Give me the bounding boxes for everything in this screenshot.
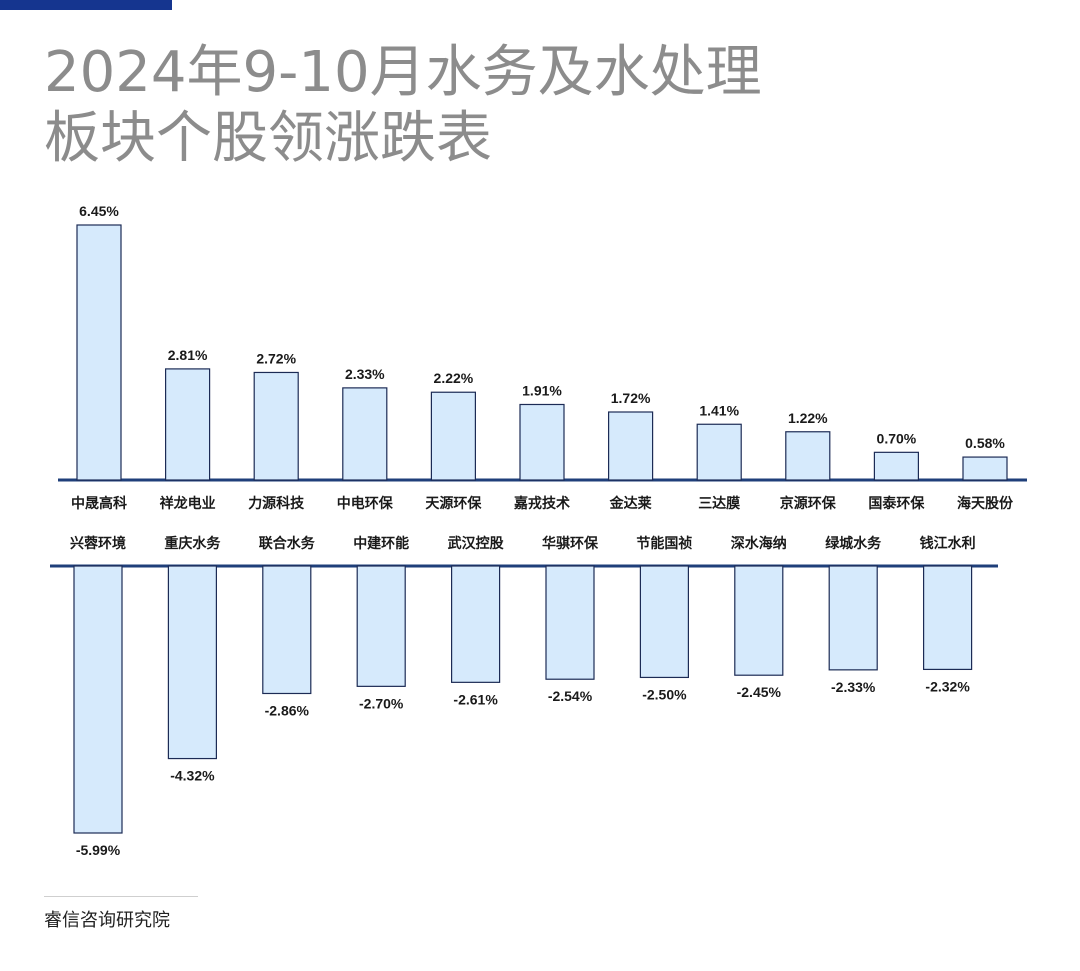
gainer-value-label: 2.72% <box>256 350 296 366</box>
loser-category-label: 深水海纳 <box>731 535 787 552</box>
loser-value-label: -4.32% <box>170 768 215 784</box>
loser-bar <box>828 565 878 671</box>
gainer-category-label: 天源环保 <box>425 495 482 512</box>
loser-bar <box>734 565 784 676</box>
gainer-bar <box>607 411 654 481</box>
gainer-value-label: 1.41% <box>699 402 739 418</box>
loser-bar <box>73 565 123 834</box>
loser-category-label: 节能国祯 <box>636 535 692 552</box>
gainer-value-label: 0.70% <box>877 430 917 446</box>
gainer-bar <box>430 391 476 481</box>
loser-category-label: 中建环能 <box>353 535 409 552</box>
loser-bar <box>545 565 595 680</box>
gainer-value-label: 2.81% <box>168 347 208 363</box>
gainer-category-label: 海天股份 <box>957 495 1014 512</box>
loser-bar <box>922 565 973 671</box>
gainer-bar <box>253 371 299 481</box>
loser-value-label: -2.45% <box>737 684 782 700</box>
loser-category-label: 钱江水利 <box>920 535 976 552</box>
loser-value-label: -2.32% <box>925 678 970 694</box>
gainer-category-label: 国泰环保 <box>868 495 925 512</box>
loser-category-label: 绿城水务 <box>825 535 882 552</box>
gainer-category-label: 嘉戎技术 <box>513 495 570 512</box>
gainer-value-label: 1.22% <box>788 410 828 426</box>
loser-category-label: 兴蓉环境 <box>70 535 126 552</box>
loser-value-label: -2.61% <box>453 691 498 707</box>
gainer-value-label: 2.33% <box>345 366 385 382</box>
gainer-bar <box>519 403 565 481</box>
gainer-bar <box>165 368 211 481</box>
title-line-2: 板块个股领涨跌表 <box>44 106 492 171</box>
gainer-category-label: 中晟高科 <box>71 495 127 512</box>
loser-category-label: 联合水务 <box>259 535 316 552</box>
loser-category-label: 华骐环保 <box>542 535 599 552</box>
loser-value-label: -2.86% <box>265 702 310 718</box>
loser-bar <box>451 565 501 683</box>
gainer-category-label: 祥龙电业 <box>160 495 216 512</box>
accent-bar <box>0 0 172 10</box>
gainer-bar <box>696 423 742 481</box>
loser-bar <box>262 565 312 695</box>
gainer-category-label: 力源科技 <box>248 495 305 512</box>
gainer-category-label: 三达膜 <box>698 495 740 512</box>
gainer-value-label: 1.72% <box>611 390 651 406</box>
gainer-bar <box>342 387 388 481</box>
loser-value-label: -2.50% <box>642 686 687 702</box>
gainer-bar <box>785 431 831 481</box>
loser-value-label: -2.54% <box>548 688 593 704</box>
loser-bar <box>356 565 406 687</box>
gainer-value-label: 0.58% <box>965 435 1005 451</box>
gainer-value-label: 2.22% <box>434 370 474 386</box>
chart-title: 2024年9-10月水务及水处理 板块个股领涨跌表 <box>44 40 944 172</box>
loser-value-label: -5.99% <box>76 842 121 858</box>
gainer-value-label: 6.45% <box>79 203 119 219</box>
gainer-bar <box>76 224 122 481</box>
source-divider <box>44 896 198 897</box>
gainer-value-label: 1.91% <box>522 382 562 398</box>
gainer-category-label: 中电环保 <box>337 495 394 512</box>
gainer-category-label: 金达莱 <box>609 495 652 512</box>
loser-bar <box>167 565 217 760</box>
loser-category-label: 武汉控股 <box>448 535 505 552</box>
gainer-bar <box>873 451 920 481</box>
loser-value-label: -2.33% <box>831 679 876 695</box>
loser-bar <box>639 565 690 679</box>
gainer-bar <box>962 456 1008 481</box>
gainer-category-label: 京源环保 <box>780 495 837 512</box>
source-credit: 睿信咨询研究院 <box>44 910 170 931</box>
loser-value-label: -2.70% <box>359 695 404 711</box>
loser-category-label: 重庆水务 <box>164 535 221 552</box>
title-line-1: 2024年9-10月水务及水处理 <box>44 40 762 105</box>
